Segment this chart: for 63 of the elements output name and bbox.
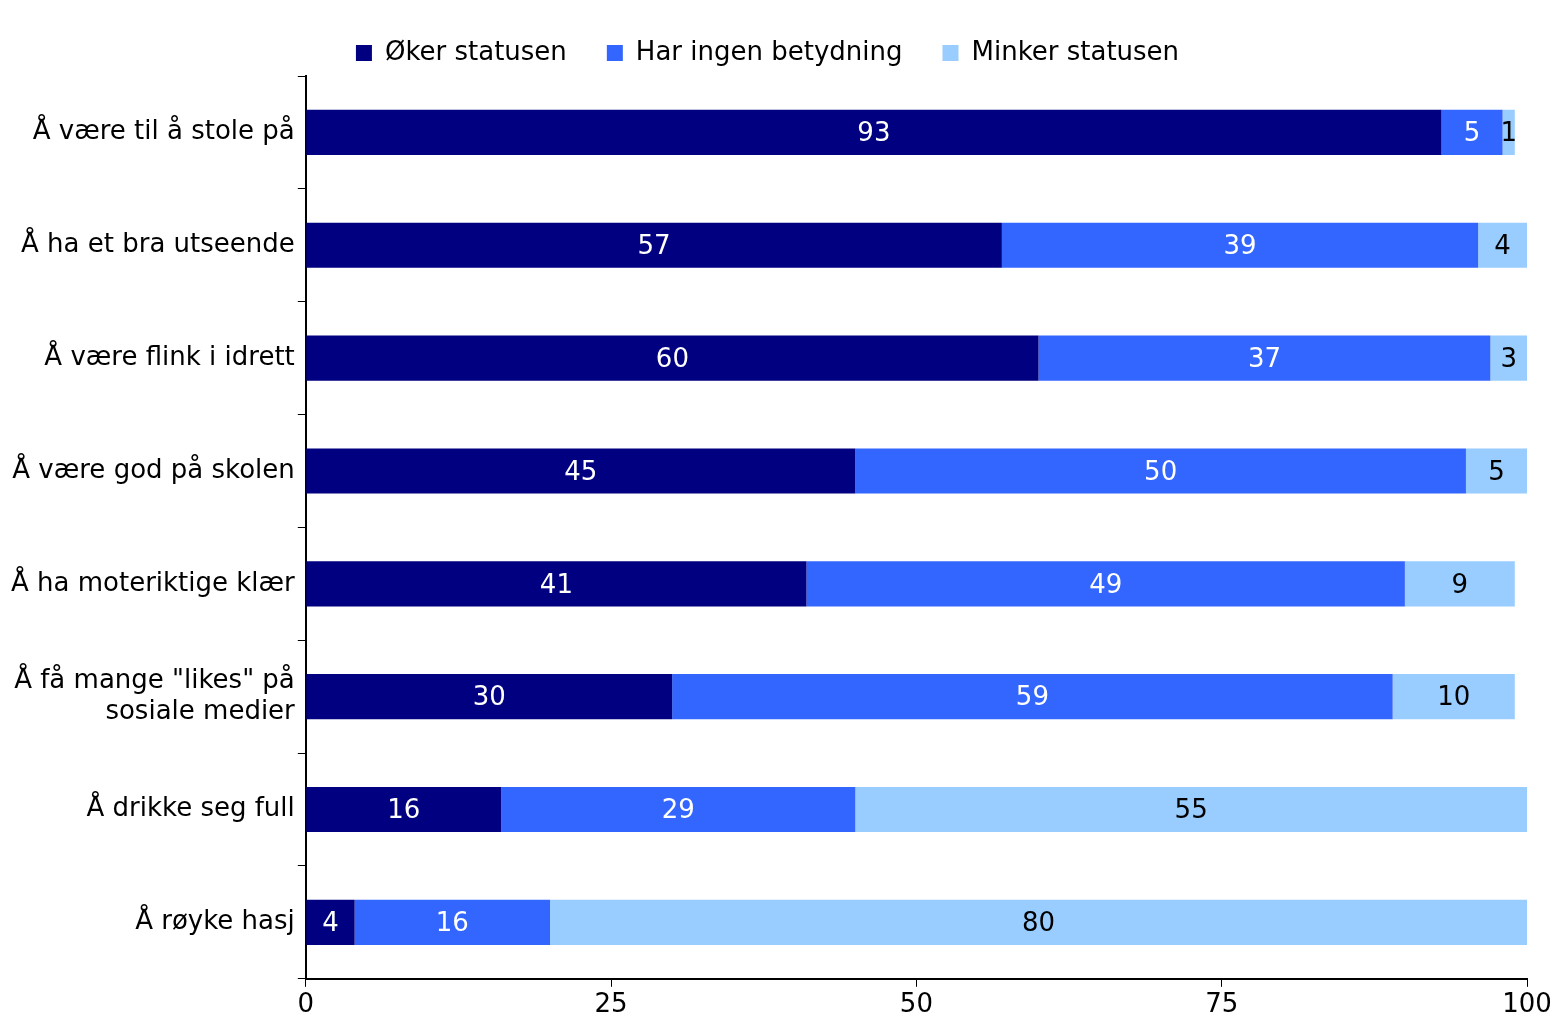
- data-label: 4: [322, 907, 339, 938]
- data-label: 49: [1089, 568, 1123, 599]
- bar: [672, 674, 1393, 720]
- bar: [306, 899, 355, 945]
- bar: [1465, 448, 1527, 494]
- data-label: 80: [1021, 907, 1056, 938]
- y-tick-label: Å være flink i idrett: [44, 339, 295, 371]
- x-tick-label: 25: [594, 988, 628, 1019]
- y-tick-label: Å være god på skolen: [12, 452, 295, 484]
- data-label: 93: [857, 117, 891, 148]
- x-tick-label: 75: [1205, 988, 1239, 1019]
- bar: [501, 786, 856, 833]
- y-tick-label: Å få mange "likes" på sosiale medier: [14, 662, 296, 726]
- y-tick-label: Å være til å stole på: [32, 114, 295, 146]
- data-label: 30: [472, 681, 506, 712]
- data-label: 60: [655, 342, 689, 373]
- data-label: 4: [1494, 230, 1511, 261]
- bar: [306, 786, 502, 833]
- bar: [1441, 109, 1503, 155]
- data-label: 1: [1500, 117, 1517, 148]
- legend-label: Øker statusen: [384, 35, 567, 66]
- data-label: 41: [539, 568, 573, 599]
- data-label: 5: [1488, 455, 1505, 486]
- data-label: 9: [1451, 568, 1469, 599]
- data-label: 3: [1500, 342, 1517, 373]
- x-tick-label: 50: [899, 988, 933, 1019]
- bar: [306, 222, 1002, 268]
- data-label: 45: [564, 455, 598, 486]
- x-tick-label: 100: [1502, 988, 1552, 1019]
- data-label: 59: [1015, 681, 1049, 712]
- data-label: 16: [435, 907, 469, 938]
- data-label: 5: [1463, 117, 1481, 148]
- x-tick-label: 0: [297, 988, 315, 1019]
- bar: [306, 335, 1039, 381]
- bar: [1478, 222, 1527, 268]
- bar: [1001, 222, 1479, 268]
- legend-label: Minker statusen: [971, 35, 1180, 66]
- bar: [855, 448, 1466, 494]
- bar: [855, 786, 1527, 833]
- bar: [306, 109, 1442, 155]
- data-label: 39: [1223, 230, 1257, 261]
- data-label: 55: [1174, 794, 1208, 825]
- data-label: 37: [1247, 342, 1281, 373]
- bar: [1490, 335, 1527, 381]
- y-tick-label: Å drikke seg full: [86, 791, 295, 823]
- data-label: 10: [1437, 681, 1471, 712]
- bar: [550, 899, 1527, 945]
- bar: [354, 899, 551, 945]
- bar: [1404, 561, 1515, 607]
- bar: [1392, 674, 1515, 720]
- bar: [306, 561, 807, 607]
- y-tick-label: Å røyke hasj: [135, 904, 295, 936]
- y-tick-label: Å ha moteriktige klær: [10, 565, 296, 597]
- y-tick-label: Å ha et bra utseende: [21, 227, 295, 259]
- data-label: 16: [387, 794, 421, 825]
- data-label: 29: [661, 794, 695, 825]
- data-label: 50: [1144, 455, 1178, 486]
- bar: [1038, 335, 1491, 381]
- bar: [306, 448, 856, 494]
- bar: [306, 674, 673, 720]
- legend-label: Har ingen betydning: [635, 35, 903, 66]
- data-label: 57: [637, 230, 671, 261]
- bar: [806, 561, 1405, 607]
